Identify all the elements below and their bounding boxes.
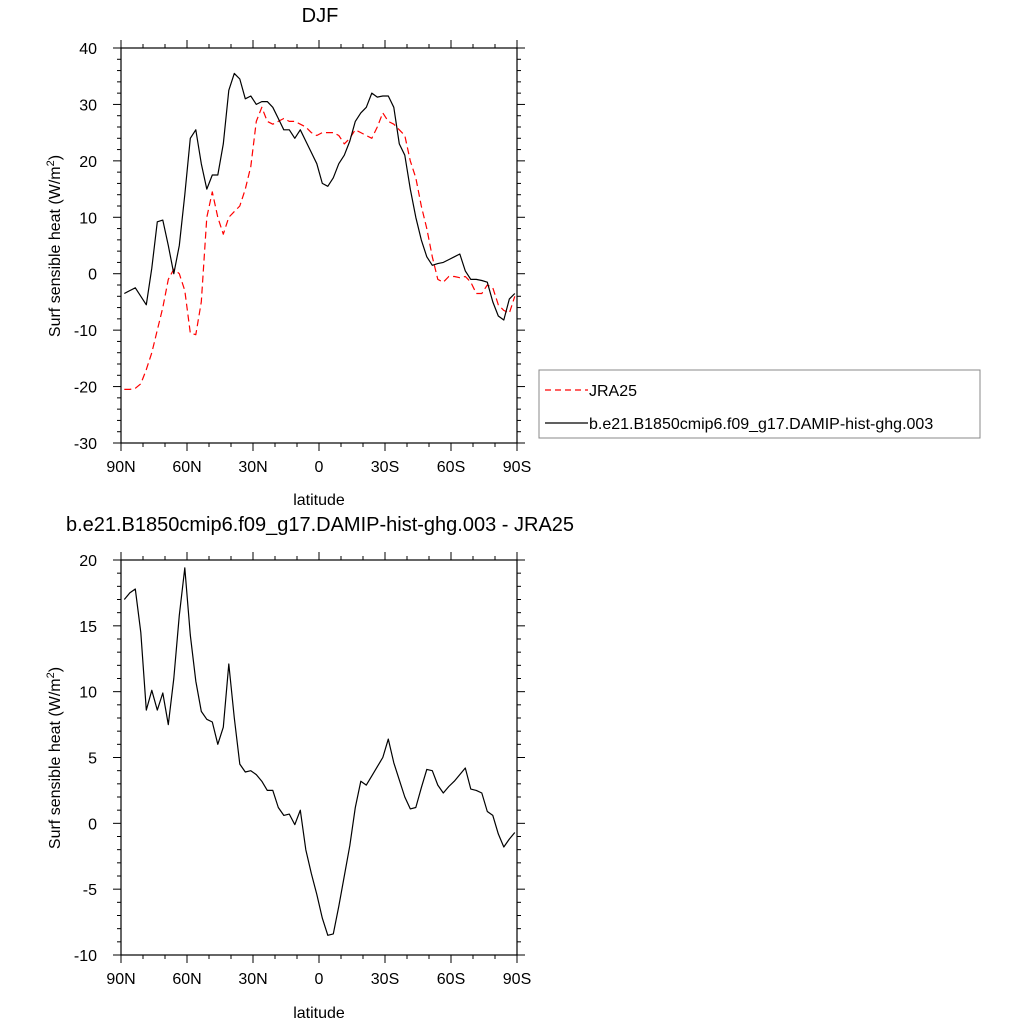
x-tick-label: 0 bbox=[315, 971, 324, 988]
x-tick-label: 60S bbox=[437, 971, 465, 988]
x-tick-label: 90N bbox=[106, 459, 135, 476]
y-tick-label: 0 bbox=[88, 267, 97, 284]
x-tick-label: 30N bbox=[238, 459, 267, 476]
chart-panel-djf: DJF 90N 60N 30N 0 30S 60S 90S -30 -20 -10 0 10 20 30 4… bbox=[45, 5, 981, 509]
x-tick-label: 90S bbox=[503, 459, 531, 476]
y-tick-label: 20 bbox=[79, 553, 97, 570]
y-tick-label: 30 bbox=[79, 97, 97, 114]
y-axis-label: Surf sensible heat (W/m2) bbox=[45, 155, 64, 337]
x-tick-label: 60N bbox=[172, 971, 201, 988]
x-tick-label: 30N bbox=[238, 971, 267, 988]
plot-frame bbox=[120, 559, 518, 956]
legend: JRA25 b.e21.B1850cmip6.f09_g17.DAMIP-his… bbox=[538, 369, 981, 439]
series-layer bbox=[123, 567, 516, 936]
chart-title: b.e21.B1850cmip6.f09_g17.DAMIP-hist-ghg.… bbox=[66, 514, 574, 536]
legend-label-jra25: JRA25 bbox=[589, 383, 637, 400]
y-tick-label: 10 bbox=[79, 210, 97, 227]
y-tick-label: -30 bbox=[74, 436, 97, 453]
x-tick-label: 60N bbox=[172, 459, 201, 476]
y-tick-label: 0 bbox=[88, 816, 97, 833]
x-tick-label: 30S bbox=[371, 971, 399, 988]
y-tick-label: 5 bbox=[88, 751, 97, 768]
y-tick-label: -10 bbox=[74, 323, 97, 340]
chart-title: DJF bbox=[302, 5, 339, 27]
legend-box bbox=[538, 369, 981, 439]
legend-label-model: b.e21.B1850cmip6.f09_g17.DAMIP-hist-ghg.… bbox=[589, 416, 933, 433]
series-line-difference bbox=[123, 567, 516, 936]
x-axis-label: latitude bbox=[293, 492, 345, 509]
chart-panel-difference: b.e21.B1850cmip6.f09_g17.DAMIP-hist-ghg.… bbox=[45, 514, 574, 1022]
x-tick-label: 30S bbox=[371, 459, 399, 476]
series-line-b-e21-b1850cmip6-f09-g17-damip-hist-ghg-003 bbox=[124, 72, 516, 321]
y-tick-label: 10 bbox=[79, 685, 97, 702]
series-line-jra25 bbox=[124, 106, 516, 390]
axes-layer: 90N 60N 30N 0 30S 60S 90S -30 -20 -10 0 10 20 30 40 bbox=[74, 40, 531, 476]
x-tick-label: 60S bbox=[437, 459, 465, 476]
x-tick-label: 0 bbox=[315, 459, 324, 476]
x-axis-label: latitude bbox=[293, 1005, 345, 1022]
y-axis-label: Surf sensible heat (W/m2) bbox=[45, 667, 64, 849]
x-tick-label: 90S bbox=[503, 971, 531, 988]
plot-frame bbox=[120, 47, 518, 444]
y-tick-label: 20 bbox=[79, 154, 97, 171]
y-tick-label: -20 bbox=[74, 380, 97, 397]
x-tick-label: 90N bbox=[106, 971, 135, 988]
y-tick-label: -5 bbox=[83, 882, 97, 899]
axes-layer: 90N 60N 30N 0 30S 60S 90S -10 -5 0 5 10 15 20 bbox=[74, 552, 531, 988]
series-layer bbox=[124, 72, 516, 390]
y-tick-label: 40 bbox=[79, 41, 97, 58]
y-tick-label: 15 bbox=[79, 619, 97, 636]
y-tick-label: -10 bbox=[74, 948, 97, 965]
